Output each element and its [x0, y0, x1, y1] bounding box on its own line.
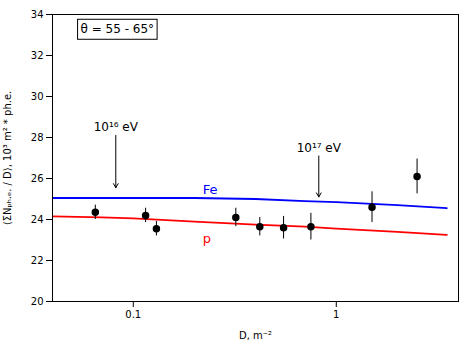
svg-text:34: 34 [31, 9, 44, 20]
svg-text:θ = 55 - 65°: θ = 55 - 65° [81, 22, 155, 36]
svg-text:28: 28 [31, 132, 44, 143]
svg-text:24: 24 [31, 214, 44, 225]
svg-text:20: 20 [31, 296, 44, 307]
svg-text:10¹⁷ eV: 10¹⁷ eV [297, 141, 342, 155]
svg-text:D, m⁻²: D, m⁻² [239, 330, 272, 341]
svg-text:32: 32 [31, 50, 44, 61]
svg-text:p: p [203, 231, 211, 246]
svg-text:Fe: Fe [203, 182, 218, 197]
svg-text:10¹⁶ eV: 10¹⁶ eV [94, 120, 139, 134]
svg-text:26: 26 [31, 173, 44, 184]
svg-text:0.1: 0.1 [125, 309, 141, 320]
svg-text:30: 30 [31, 91, 44, 102]
svg-text:1: 1 [333, 309, 339, 320]
svg-text:⟨ΣNₚₕ.ₑ. / D⟩, 10³ m² * ph.e.: ⟨ΣNₚₕ.ₑ. / D⟩, 10³ m² * ph.e. [2, 91, 13, 225]
svg-text:22: 22 [31, 255, 44, 266]
